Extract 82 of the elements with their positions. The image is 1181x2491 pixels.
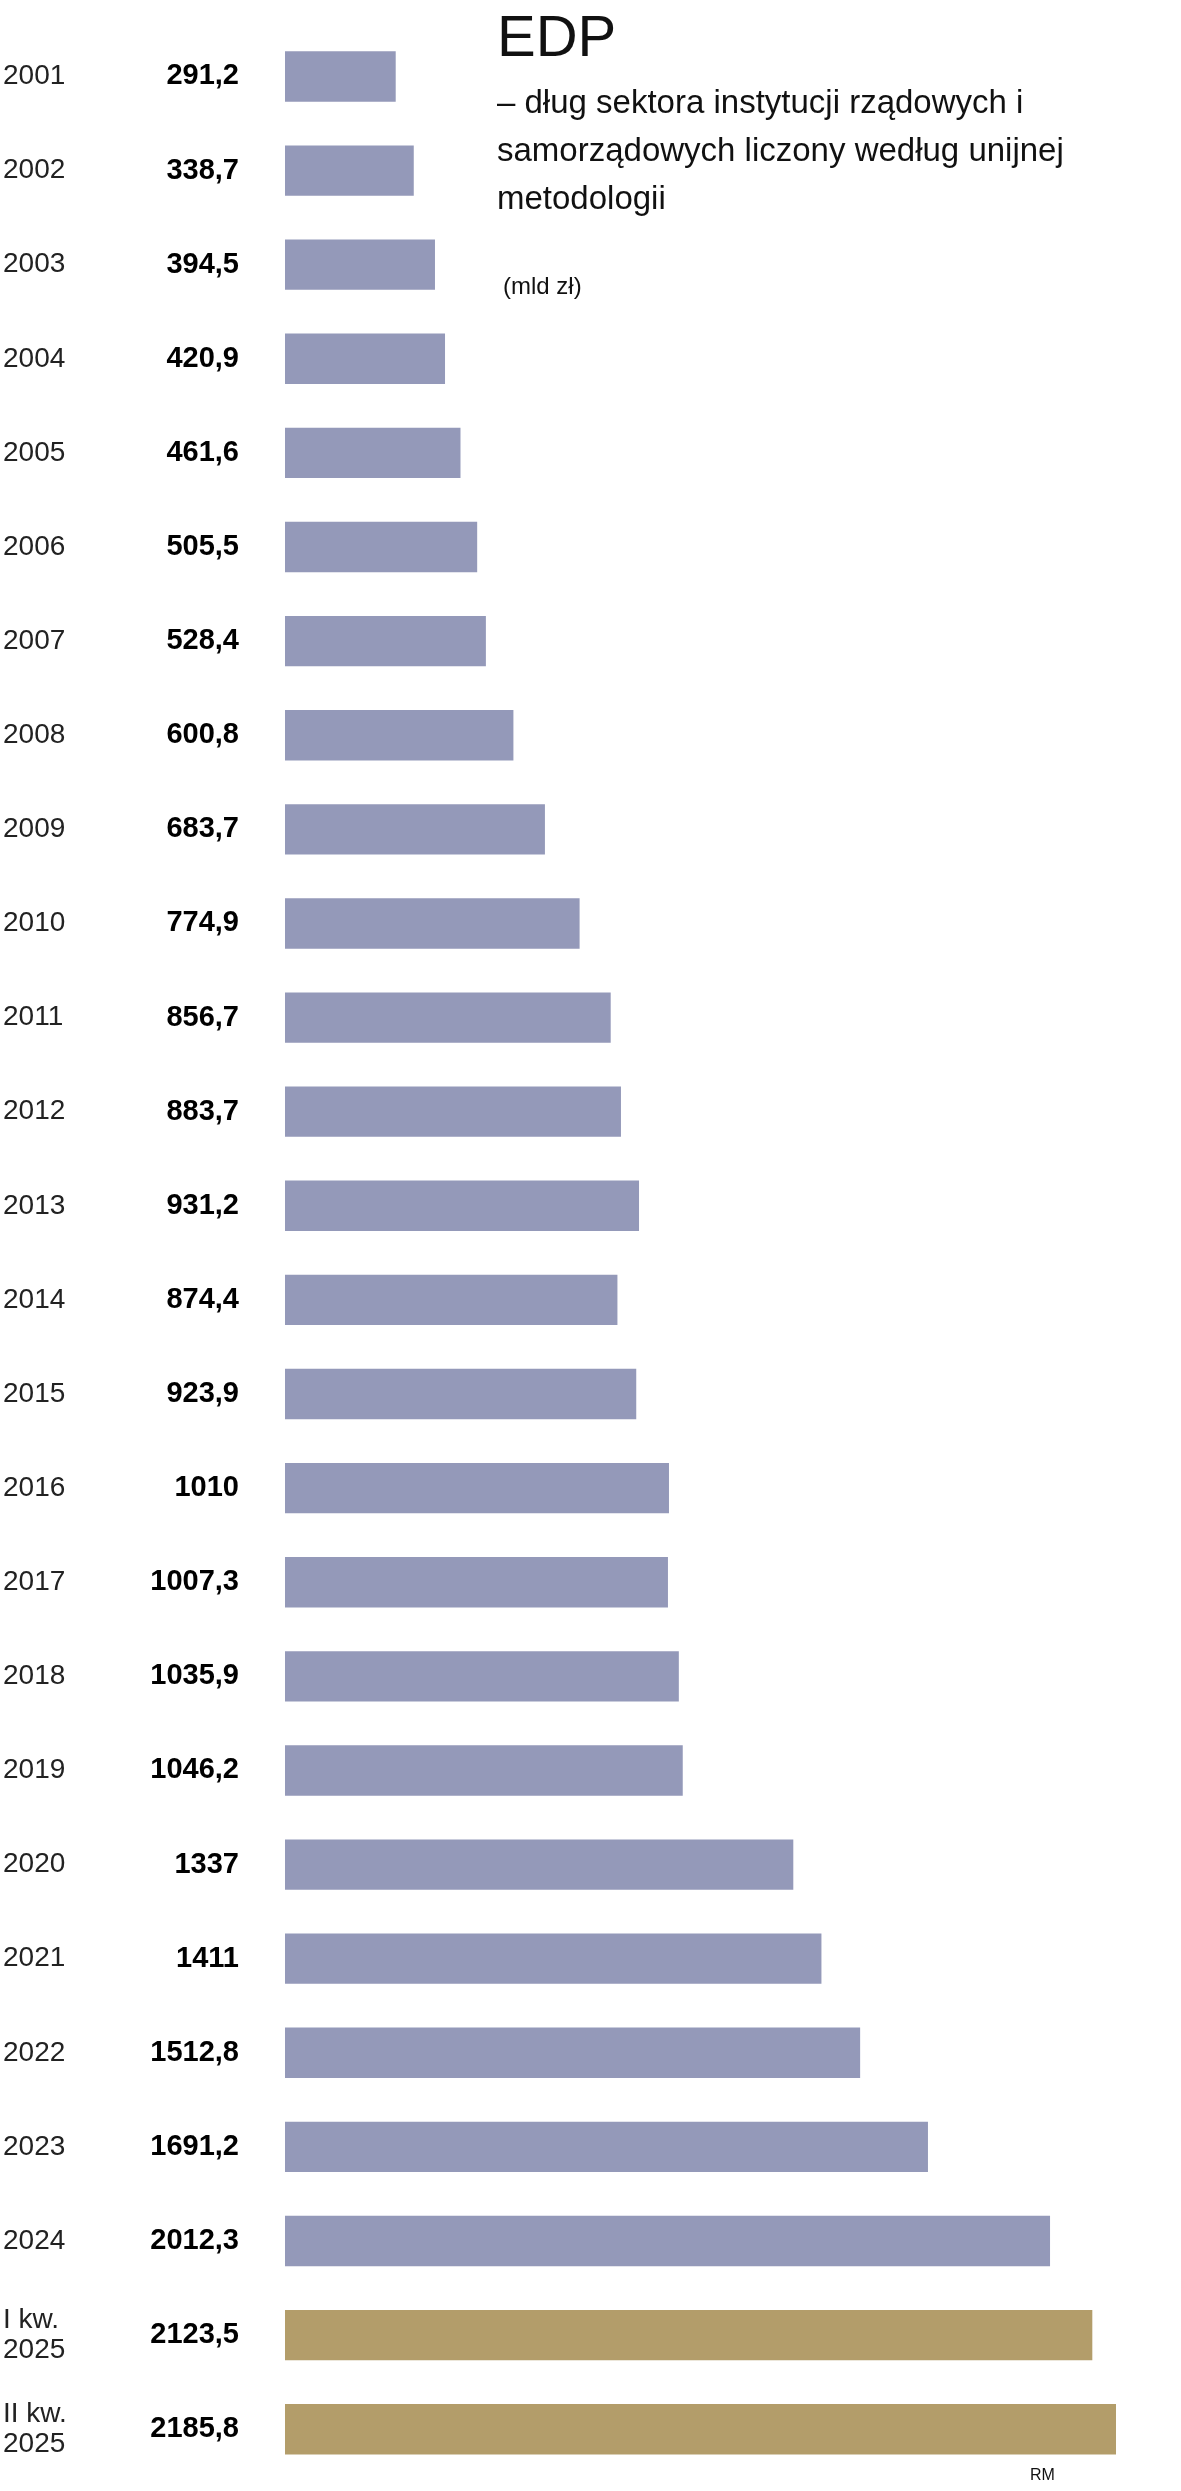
y-tick-label: 2024 — [3, 2223, 66, 2255]
y-tick-label: 2002 — [3, 153, 66, 185]
bar — [285, 1462, 669, 1514]
data-label: 1007,3 — [150, 1564, 239, 1597]
bar — [285, 51, 396, 102]
data-label: 931,2 — [166, 1187, 239, 1220]
y-tick-label: 2019 — [3, 1753, 66, 1785]
data-label: 420,9 — [166, 340, 239, 373]
y-tick-label: 2016 — [3, 1470, 66, 1502]
annotation: (mld zł) — [503, 272, 582, 300]
bar — [285, 1274, 618, 1326]
bar — [285, 615, 486, 667]
bar — [285, 1557, 668, 1608]
y-tick-label: 2011 — [3, 1000, 64, 1032]
y-tick-label: 2015 — [3, 1376, 66, 1408]
data-label: 774,9 — [166, 905, 239, 938]
bar — [285, 521, 478, 573]
y-tick-label: 2013 — [3, 1188, 66, 1220]
data-label: 1046,2 — [150, 1752, 239, 1785]
data-label: 874,4 — [166, 1281, 239, 1314]
bar — [285, 1180, 640, 1231]
bar — [285, 992, 611, 1043]
y-tick-label: 2018 — [3, 1659, 66, 1691]
y-tick-label: 2014 — [3, 1282, 66, 1314]
data-label: 1691,2 — [150, 2128, 239, 2161]
chart-title: EDP — [497, 2, 617, 69]
data-label: 1512,8 — [150, 2034, 239, 2067]
y-tick-label: 2003 — [3, 247, 66, 279]
y-tick-label: 2021 — [3, 1941, 66, 1973]
y-tick-label: 2005 — [3, 435, 66, 467]
bar — [285, 710, 514, 761]
y-tick-label: 2008 — [3, 717, 66, 749]
annotation: RM — [1030, 2466, 1055, 2484]
y-tick-label: 2022 — [3, 2035, 66, 2067]
y-tick-label: 2004 — [3, 341, 66, 373]
bar — [285, 2309, 1093, 2361]
y-tick-label: 2017 — [3, 1564, 66, 1596]
bar — [285, 1933, 822, 1984]
data-label: 683,7 — [166, 811, 239, 844]
bar — [285, 427, 461, 479]
bar — [285, 1651, 679, 1702]
bar — [285, 804, 545, 855]
bar — [285, 1839, 794, 1890]
y-tick-label: I kw. 2025 — [3, 2303, 66, 2364]
data-label: 394,5 — [166, 246, 239, 279]
bar — [285, 239, 435, 290]
data-label: 1010 — [174, 1470, 239, 1503]
data-label: 1337 — [174, 1846, 239, 1879]
data-label: 1035,9 — [150, 1658, 239, 1691]
data-label: 923,9 — [166, 1376, 239, 1409]
text: – dług sektora instytucji rządowych i samorządowych liczony według unijnej metodologii — [497, 82, 1065, 218]
bar — [285, 2215, 1051, 2267]
data-label: 505,5 — [166, 529, 239, 562]
data-label: 338,7 — [166, 152, 239, 185]
bar — [285, 2404, 1116, 2455]
y-tick-label: 2009 — [3, 812, 66, 844]
data-label: 883,7 — [166, 1093, 239, 1126]
data-label: 528,4 — [166, 623, 239, 656]
data-label: 856,7 — [166, 999, 239, 1032]
data-label: 2123,5 — [150, 2317, 239, 2350]
data-label: 600,8 — [166, 717, 239, 750]
bar — [285, 145, 414, 196]
bar — [285, 1086, 621, 1137]
bar — [285, 2121, 928, 2173]
data-label: 461,6 — [166, 434, 239, 467]
data-label: 2012,3 — [150, 2223, 239, 2256]
y-tick-label: 2023 — [3, 2129, 66, 2161]
bar — [285, 2027, 861, 2078]
y-tick-label: 2010 — [3, 906, 66, 938]
data-label: 1411 — [176, 1940, 239, 1973]
bar — [285, 1368, 637, 1420]
y-tick-label: 2006 — [3, 529, 66, 561]
y-tick-label: 2001 — [3, 59, 66, 91]
y-tick-label: 2012 — [3, 1094, 66, 1126]
y-tick-label: 2007 — [3, 623, 66, 655]
data-label: 2185,8 — [150, 2411, 239, 2444]
bar — [285, 898, 580, 949]
y-tick-label: 2020 — [3, 1847, 66, 1879]
data-label: 291,2 — [166, 58, 239, 91]
bar — [285, 333, 446, 384]
y-tick-label: II kw. 2025 — [3, 2397, 67, 2458]
bar — [285, 1745, 683, 1796]
